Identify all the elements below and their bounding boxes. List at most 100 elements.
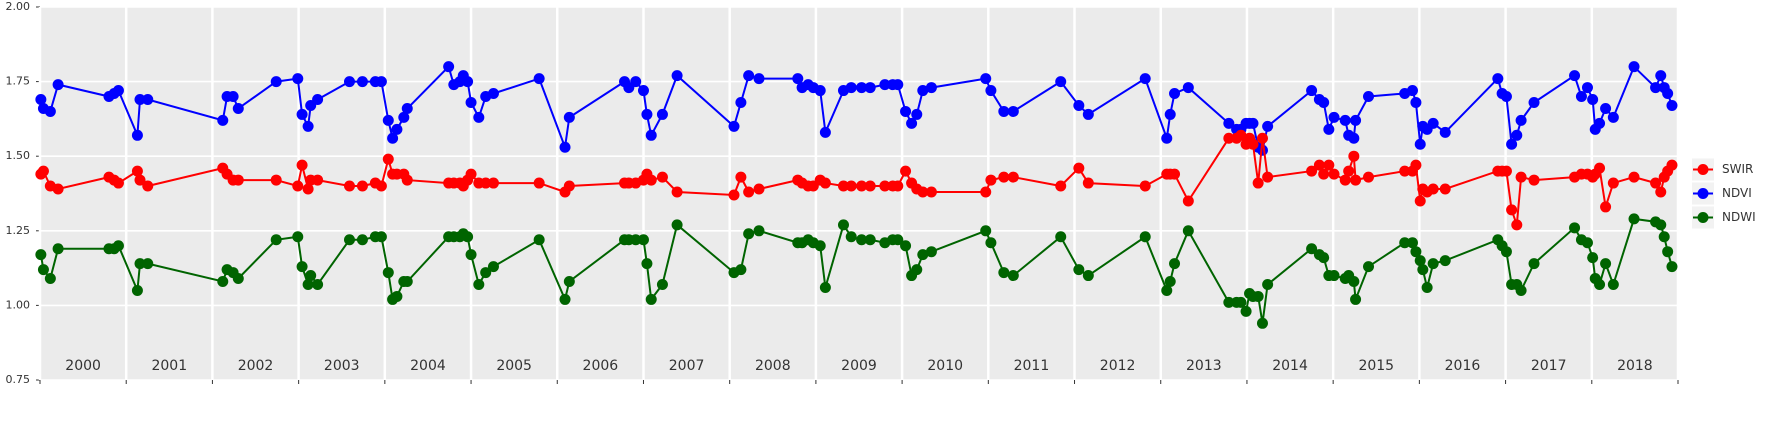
- point: [1500, 91, 1512, 103]
- point: [131, 284, 143, 296]
- point: [270, 234, 282, 246]
- point: [1414, 138, 1426, 150]
- point: [911, 264, 923, 276]
- point: [1666, 261, 1678, 273]
- point: [1666, 159, 1678, 171]
- point: [1399, 165, 1411, 177]
- point: [1511, 219, 1523, 231]
- point: [401, 102, 413, 114]
- point: [302, 120, 314, 132]
- point: [1515, 114, 1527, 126]
- point: [814, 85, 826, 97]
- point: [1235, 129, 1247, 141]
- point: [985, 85, 997, 97]
- point: [1600, 102, 1612, 114]
- x-tick-label: 2014: [1272, 358, 1308, 374]
- x-tick-label: 2009: [841, 358, 877, 374]
- point: [533, 73, 545, 85]
- point: [1594, 117, 1606, 129]
- point: [1506, 138, 1518, 150]
- legend-label: SWIR: [1722, 162, 1753, 176]
- point: [728, 189, 740, 201]
- x-tick-label: 2010: [927, 358, 963, 374]
- point: [387, 132, 399, 144]
- point: [343, 76, 355, 88]
- point: [1169, 88, 1181, 100]
- point: [819, 126, 831, 138]
- point: [998, 171, 1010, 183]
- point: [1662, 88, 1674, 100]
- point: [1410, 96, 1422, 108]
- point: [134, 94, 146, 106]
- point: [296, 108, 308, 120]
- point: [1169, 258, 1181, 270]
- point: [641, 108, 653, 120]
- point: [864, 82, 876, 94]
- x-tick-label: 2003: [324, 358, 360, 374]
- point: [753, 183, 765, 195]
- point: [814, 240, 826, 252]
- point: [637, 85, 649, 97]
- point: [1500, 165, 1512, 177]
- x-tick-label: 2004: [410, 358, 446, 374]
- point: [1073, 162, 1085, 174]
- legend-label: NDVI: [1722, 186, 1752, 200]
- point: [302, 279, 314, 291]
- point: [1511, 129, 1523, 141]
- point: [1318, 168, 1330, 180]
- point: [1666, 99, 1678, 111]
- point: [232, 174, 244, 186]
- point: [1515, 284, 1527, 296]
- point: [296, 159, 308, 171]
- point: [1569, 70, 1581, 82]
- point: [735, 264, 747, 276]
- point: [1262, 279, 1274, 291]
- x-tick-label: 2002: [238, 358, 274, 374]
- point: [917, 85, 929, 97]
- point: [1655, 219, 1667, 231]
- point: [845, 82, 857, 94]
- point: [391, 290, 403, 302]
- point: [980, 73, 992, 85]
- point: [911, 108, 923, 120]
- point: [37, 264, 49, 276]
- point: [343, 234, 355, 246]
- point: [900, 165, 912, 177]
- point: [1363, 171, 1375, 183]
- point: [879, 180, 891, 192]
- point: [1607, 177, 1619, 189]
- y-tick-label: 1.50: [6, 149, 31, 162]
- point: [52, 183, 64, 195]
- point: [1164, 108, 1176, 120]
- point: [1073, 264, 1085, 276]
- x-tick-label: 2005: [496, 358, 532, 374]
- point: [44, 273, 56, 285]
- point: [1655, 186, 1667, 198]
- point: [563, 276, 575, 288]
- point: [134, 258, 146, 270]
- point: [743, 228, 755, 240]
- point: [837, 219, 849, 231]
- point: [1600, 201, 1612, 213]
- point: [1350, 114, 1362, 126]
- point: [743, 70, 755, 82]
- point: [1328, 111, 1340, 123]
- point: [533, 177, 545, 189]
- x-tick-label: 2008: [755, 358, 791, 374]
- point: [1628, 213, 1640, 225]
- point: [1406, 85, 1418, 97]
- point: [1318, 96, 1330, 108]
- point: [312, 94, 324, 106]
- point: [980, 225, 992, 237]
- point: [1587, 252, 1599, 264]
- point: [35, 249, 47, 261]
- point: [906, 117, 918, 129]
- point: [52, 79, 64, 91]
- point: [1650, 82, 1662, 94]
- point: [559, 141, 571, 153]
- point: [892, 180, 904, 192]
- point: [356, 234, 368, 246]
- point: [656, 279, 668, 291]
- y-tick-label: 1.00: [6, 298, 31, 311]
- point: [641, 258, 653, 270]
